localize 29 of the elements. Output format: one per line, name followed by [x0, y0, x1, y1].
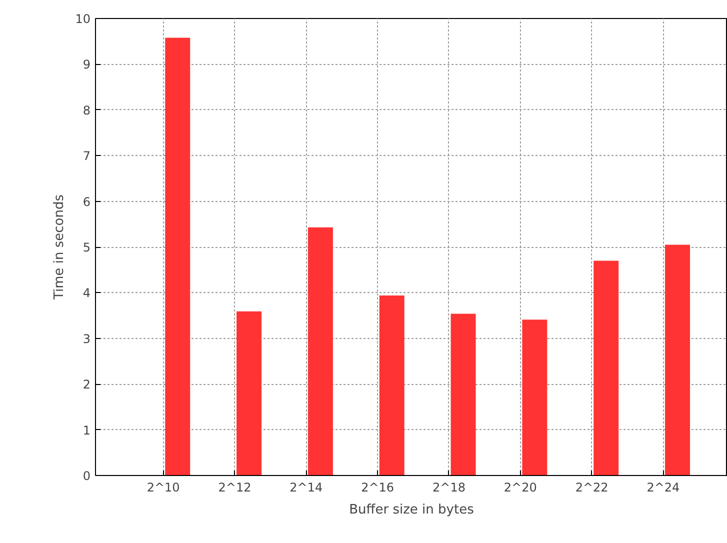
x-tick-label: 2^20	[504, 480, 537, 494]
bar	[236, 311, 262, 476]
bar	[522, 320, 548, 476]
bar	[665, 244, 690, 476]
x-tick-label: 2^16	[361, 480, 394, 494]
y-tick-label: 3	[82, 332, 91, 346]
x-tick-label: 2^18	[432, 480, 466, 494]
bar	[165, 38, 190, 476]
x-tick-label: 2^14	[290, 480, 323, 494]
y-tick-label: 4	[82, 286, 91, 300]
y-tick-label: 10	[75, 12, 91, 26]
y-tick-label: 7	[82, 149, 91, 164]
bar	[308, 227, 333, 476]
y-tick-label: 5	[82, 240, 91, 254]
x-axis-title: Buffer size in bytes	[349, 502, 474, 518]
x-tick-label: 2^10	[146, 480, 180, 494]
bar	[379, 295, 404, 476]
bar	[594, 260, 619, 476]
y-tick-label: 0	[82, 469, 91, 483]
y-tick-label: 1	[82, 423, 91, 438]
y-tick-label: 2	[82, 378, 91, 392]
y-tick-label: 8	[82, 103, 91, 118]
x-tick-label: 2^22	[575, 480, 608, 494]
y-axis-title: Time in seconds	[52, 194, 68, 301]
y-tick-label: 6	[82, 194, 91, 209]
bar	[450, 314, 476, 476]
x-tick-label: 2^24	[646, 480, 680, 494]
x-tick-label: 2^12	[218, 480, 252, 494]
y-tick-label: 9	[82, 58, 91, 72]
